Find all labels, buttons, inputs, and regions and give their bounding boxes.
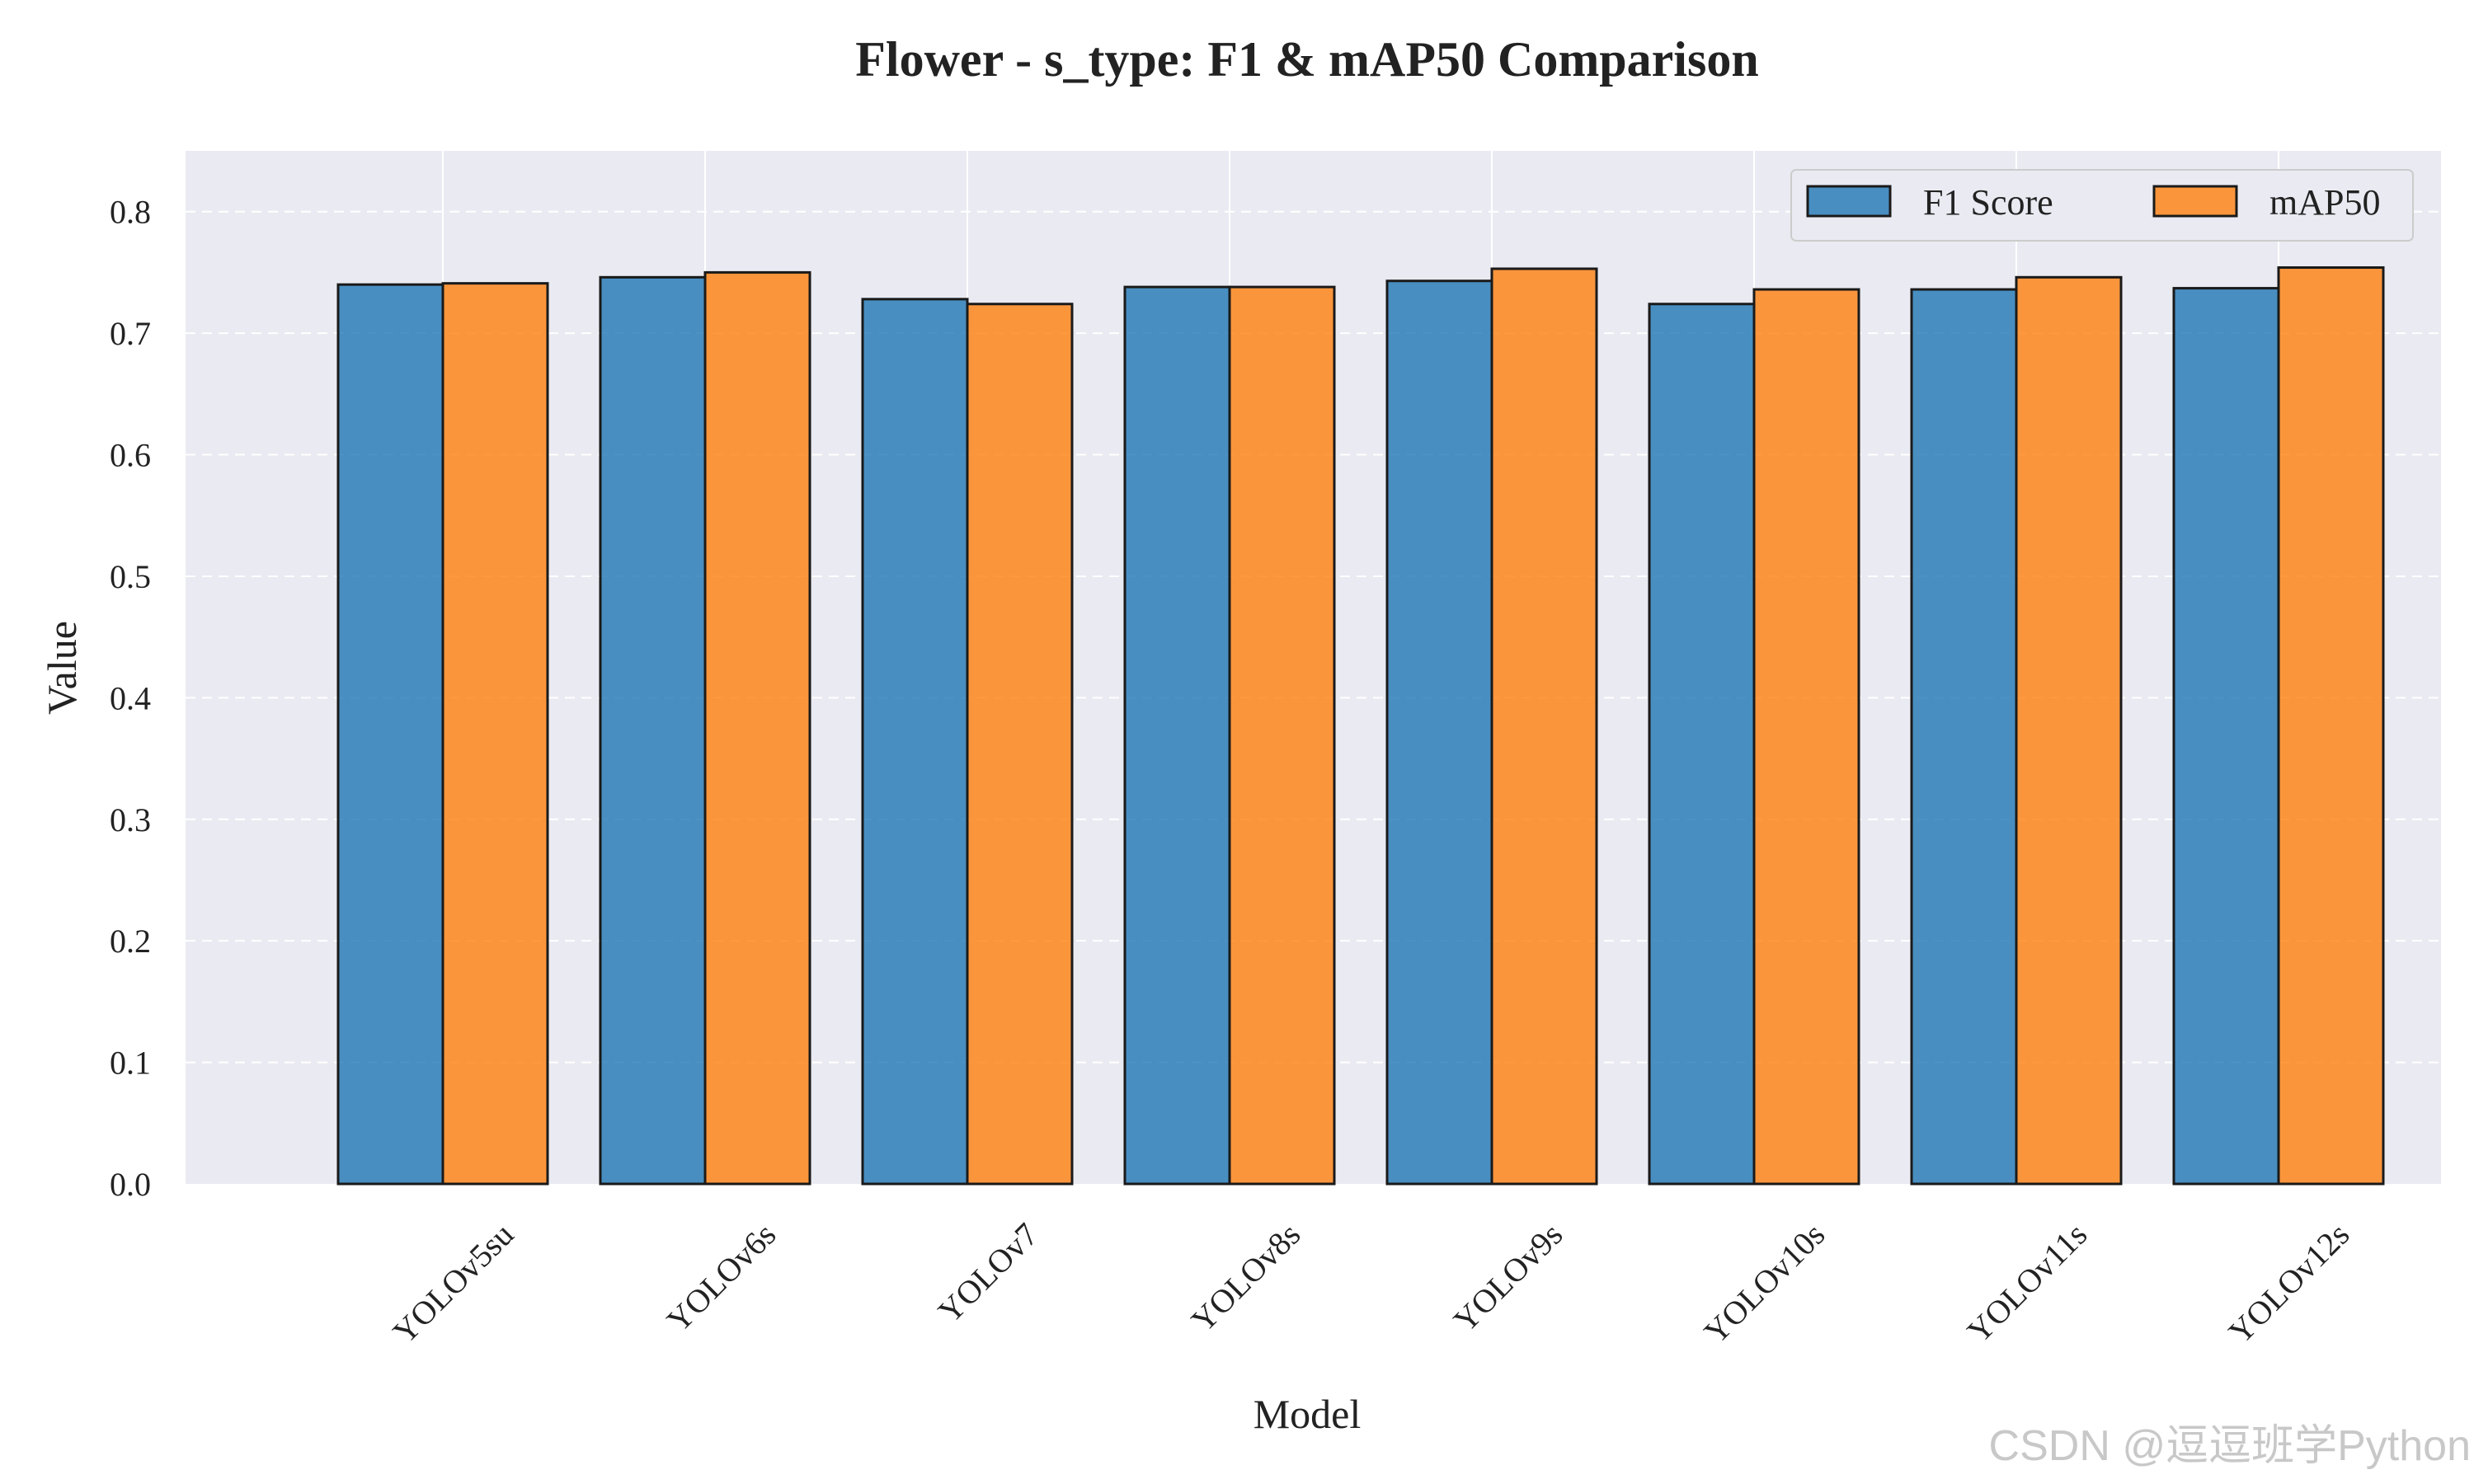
bar-f1-score (861, 298, 969, 1186)
legend-swatch-map50 (2152, 185, 2238, 218)
bar-f1-score (1910, 288, 2018, 1186)
y-axis-label: Value (39, 621, 85, 715)
y-tick-label: 0.0 (110, 1166, 151, 1203)
bar-f1-score (1385, 279, 1493, 1186)
bar-f1-score (1648, 303, 1756, 1186)
watermark: CSDN @逗逗班学Python (1988, 1422, 2471, 1470)
bar-map50 (441, 282, 549, 1186)
y-tick-label: 0.1 (110, 1045, 151, 1082)
chart-title: Flower - s_type: F1 & mAP50 Comparison (855, 32, 1758, 87)
x-tick-label: YOLOv7 (931, 1216, 1046, 1331)
x-tick-label: YOLOv5su (386, 1216, 521, 1351)
legend-frame (1790, 169, 2414, 242)
y-tick-label: 0.4 (110, 679, 151, 716)
legend-swatch-f1-score (1806, 185, 1892, 218)
bar-f1-score (1123, 285, 1231, 1186)
y-tick-label: 0.2 (110, 923, 151, 960)
legend-label-map50: mAP50 (2269, 182, 2380, 223)
x-tick-label: YOLOv9s (1446, 1216, 1570, 1340)
x-axis-ticks: YOLOv5su YOLOv6s YOLOv7 YOLOv8s YOLOv9s YOLOv… (386, 1216, 2357, 1351)
x-axis-label: Model (1253, 1391, 1362, 1437)
bar-map50 (2277, 266, 2385, 1186)
bar-map50 (2015, 275, 2123, 1186)
bar-map50 (703, 270, 811, 1186)
bar-map50 (1228, 285, 1336, 1186)
bar-f1-score (336, 283, 444, 1186)
y-tick-label: 0.8 (110, 194, 151, 231)
x-tick-label: YOLOv10s (1697, 1216, 1832, 1351)
bar-map50 (1752, 288, 1860, 1186)
x-tick-label: YOLOv6s (660, 1216, 783, 1340)
bar-f1-score (2172, 287, 2280, 1186)
x-tick-label: YOLOv11s (1960, 1216, 2095, 1350)
legend: F1 Score mAP50 (1790, 169, 2414, 242)
y-tick-label: 0.5 (110, 558, 151, 595)
bar-map50 (966, 303, 1074, 1186)
y-tick-label: 0.6 (110, 437, 151, 474)
bar-f1-score (599, 275, 707, 1186)
legend-label-f1-score: F1 Score (1923, 182, 2053, 223)
bar-map50 (1490, 267, 1598, 1186)
y-axis-ticks: 0.0 0.1 0.2 0.3 0.4 0.5 0.6 0.7 0.8 (110, 194, 151, 1203)
y-tick-label: 0.3 (110, 801, 151, 838)
y-tick-label: 0.7 (110, 315, 151, 352)
x-tick-label: YOLOv12s (2222, 1216, 2357, 1351)
bars (336, 266, 2385, 1186)
x-tick-label: YOLOv8s (1184, 1216, 1308, 1340)
